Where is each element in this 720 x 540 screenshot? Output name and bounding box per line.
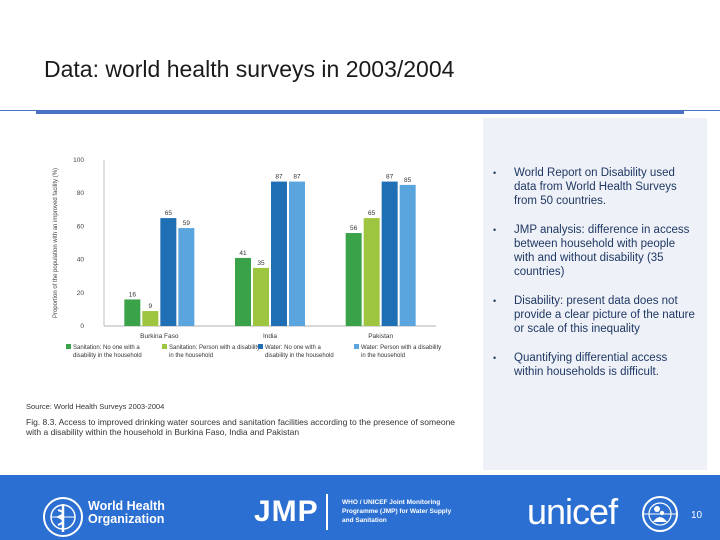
bar-value-label: 16 (129, 291, 137, 298)
bullet-icon: • (493, 225, 497, 235)
bar-value-label: 59 (183, 220, 191, 227)
bullet-item: • Disability: present data does not provi… (493, 294, 698, 336)
bar (289, 181, 305, 326)
legend-entry: Water: No one with a disability in the ho… (265, 345, 334, 359)
page-number: 10 (691, 510, 703, 521)
chart-caption: Fig. 8.3. Access to improved drinking wa… (26, 417, 470, 437)
y-tick-label: 0 (80, 323, 84, 330)
bar-chart: Proportion of the population with an imp… (53, 157, 441, 359)
y-tick-label: 60 (77, 223, 85, 230)
unicef-wordmark: unicef (527, 491, 618, 532)
bullet-icon: • (493, 296, 497, 306)
y-tick-label: 20 (77, 290, 85, 297)
bar (235, 257, 251, 326)
bullet-item: • Quantifying differential access within … (493, 351, 698, 379)
y-tick-label: 80 (77, 190, 85, 197)
x-category-label: India (263, 333, 277, 340)
bar-value-label: 87 (386, 174, 394, 181)
bar-value-label: 87 (275, 174, 283, 181)
bar-value-label: 41 (239, 250, 247, 257)
legend-entry: Sanitation: Person with a disability in t… (169, 345, 260, 359)
bullet-text: JMP analysis: difference in access betwe… (514, 224, 690, 278)
bar-value-label: 35 (257, 260, 265, 267)
legend-entry: Sanitation: No one with a disability in t… (73, 345, 142, 359)
caption-label: Fig. 8.3. (26, 417, 57, 427)
bullet-text: Disability: present data does not provid… (514, 295, 695, 335)
jmp-line-2: Programme (JMP) for Water Supply (342, 508, 452, 515)
slide-title: Data: world health surveys in 2003/2004 (44, 56, 455, 82)
caption-text: Access to improved drinking water source… (26, 417, 456, 437)
unicef-emblem-icon (642, 496, 678, 532)
bullet-item: • World Report on Disability used data fr… (493, 166, 698, 208)
bar (345, 233, 362, 326)
title-underline (36, 111, 684, 114)
bar-value-label: 56 (350, 225, 358, 232)
jmp-description: WHO / UNICEF Joint Monitoring Programme … (342, 498, 482, 525)
who-wordmark: World Health Organization (88, 500, 165, 526)
jmp-line-1: WHO / UNICEF Joint Monitoring (342, 499, 441, 506)
bar (363, 218, 380, 326)
bar-value-label: 87 (293, 174, 301, 181)
x-category-label: Burkina Faso (140, 333, 179, 340)
bullet-item: • JMP analysis: difference in access betw… (493, 223, 698, 279)
who-emblem-icon (43, 497, 83, 537)
legend-swatch (162, 344, 167, 349)
bullet-panel: • World Report on Disability used data fr… (483, 118, 707, 470)
legend-entry: Water: Person with a disability in the ho… (361, 345, 441, 359)
y-tick-label: 100 (73, 157, 84, 164)
who-line-2: Organization (88, 512, 165, 526)
bullet-text: Quantifying differential access within h… (514, 352, 668, 378)
jmp-line-3: and Sanitation (342, 517, 387, 524)
bar (271, 181, 287, 326)
chart-figure: Proportion of the population with an imp… (24, 140, 472, 440)
bar-value-label: 9 (149, 303, 153, 310)
bar (253, 267, 269, 326)
bar-value-label: 65 (165, 210, 173, 217)
y-tick-label: 40 (77, 257, 85, 264)
who-line-1: World Health (88, 499, 165, 513)
bar (381, 181, 398, 326)
legend-swatch (258, 344, 263, 349)
bar-value-label: 85 (404, 177, 412, 184)
bullet-icon: • (493, 168, 497, 178)
bar (178, 228, 195, 326)
bar (399, 184, 416, 326)
chart-source: Source: World Health Surveys 2003-2004 (26, 402, 165, 411)
jmp-divider (326, 494, 328, 530)
y-axis-label: Proportion of the population with an imp… (53, 168, 59, 318)
bullet-text: World Report on Disability used data fro… (514, 167, 677, 207)
bar-value-label: 65 (368, 210, 376, 217)
bullet-list: • World Report on Disability used data fr… (493, 166, 698, 394)
bar (160, 218, 177, 326)
legend-swatch (354, 344, 359, 349)
x-category-label: Pakistan (368, 333, 393, 340)
bullet-icon: • (493, 353, 497, 363)
bar (124, 299, 141, 326)
jmp-wordmark: JMP (254, 495, 319, 528)
bar (142, 311, 159, 326)
title-divider (0, 110, 720, 111)
footer-bar: World Health Organization JMP WHO / UNIC… (0, 475, 720, 540)
legend-swatch (66, 344, 71, 349)
